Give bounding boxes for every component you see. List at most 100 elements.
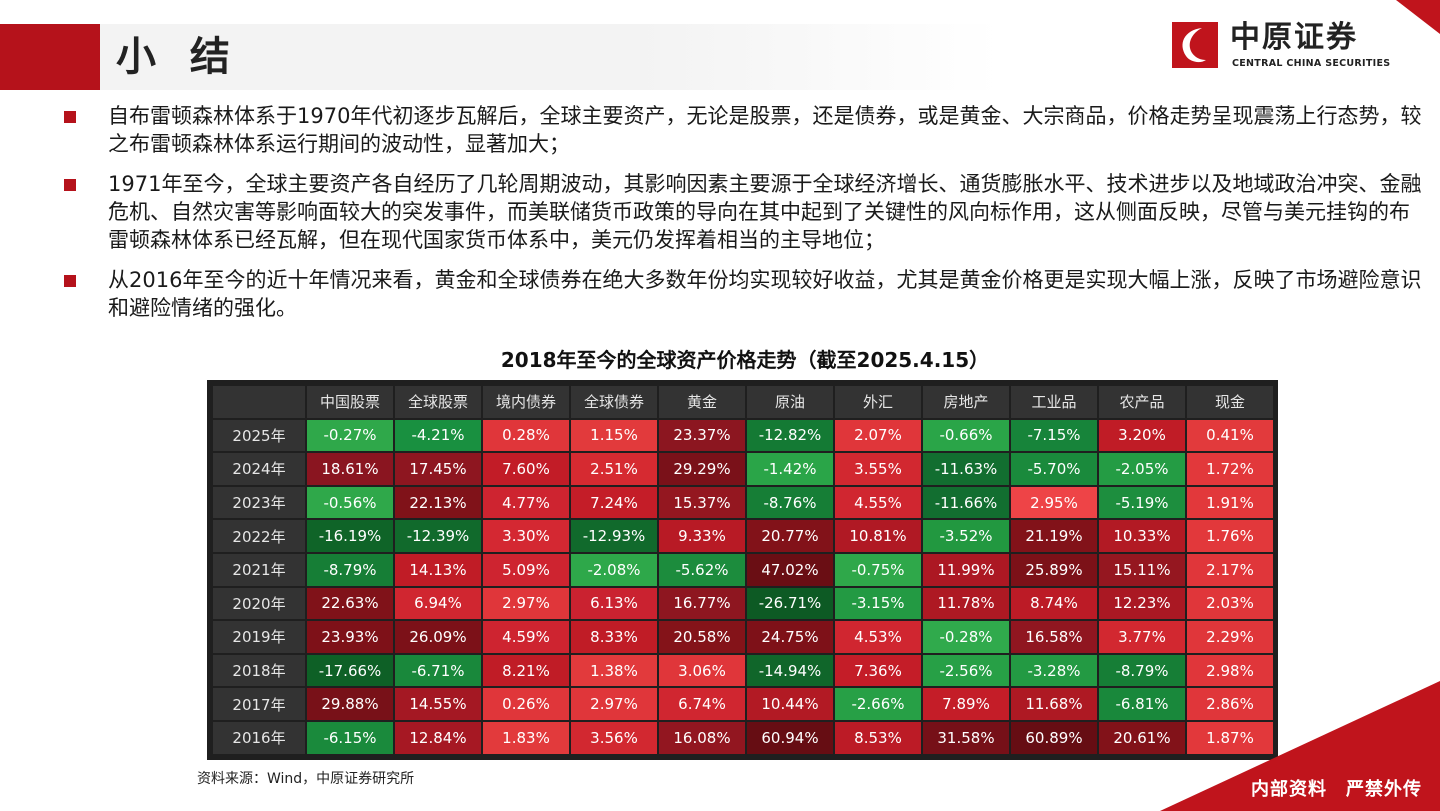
table-cell: 12.23% [1099,587,1185,620]
confidential-footer: 内部资料 严禁外传 [1251,779,1422,800]
table-cell: 1.15% [571,419,657,452]
table-cell: -3.15% [835,587,921,620]
table-cell: 22.13% [395,486,481,519]
row-year-label: 2022年 [213,520,305,552]
bullet-text: 1971年至今，全球主要资产各自经历了几轮周期波动，其影响因素主要源于全球经济增… [108,172,1422,252]
table-cell: -5.62% [659,553,745,586]
table-cell: -8.79% [307,553,393,586]
table-cell: -5.19% [1099,486,1185,519]
bullet-item: 自布雷顿森林体系于1970年代初逐步瓦解后，全球主要资产，无论是股票，还是债券，… [62,102,1422,158]
column-header: 工业品 [1011,386,1097,418]
table-cell: 23.93% [307,621,393,653]
table-cell: -26.71% [747,587,833,620]
table-cell: 3.20% [1099,419,1185,452]
table-cell: 7.24% [571,486,657,519]
row-year-label: 2024年 [213,453,305,485]
table-cell: -16.19% [307,520,393,552]
row-year-label: 2020年 [213,587,305,620]
table-cell: 20.58% [659,621,745,653]
table-cell: 3.30% [483,520,569,552]
bullet-text: 自布雷顿森林体系于1970年代初逐步瓦解后，全球主要资产，无论是股票，还是债券，… [108,104,1422,156]
table-cell: -0.66% [923,419,1009,452]
table-cell: -12.93% [571,520,657,552]
table-cell: 7.89% [923,688,1009,720]
table-row: 2021年 -8.79% 14.13% 5.09% -2.08% -5.62% 47.02%… [213,553,1273,586]
table-cell: 0.26% [483,688,569,720]
table-row: 2024年 18.61% 17.45% 7.60% 2.51% 29.29% -1.42% 3… [213,453,1273,485]
table-cell: 7.60% [483,453,569,485]
table-row: 2017年 29.88% 14.55% 0.26% 2.97% 6.74% 10.44% -2… [213,688,1273,720]
row-year-label: 2025年 [213,419,305,452]
title-accent-bar [0,24,100,90]
logo-mark-icon [1172,22,1218,68]
table-row: 2025年 -0.27% -4.21% 0.28% 1.15% 23.37% -12.82%… [213,419,1273,452]
row-year-label: 2023年 [213,486,305,519]
table-cell: 11.99% [923,553,1009,586]
table-cell: -7.15% [1011,419,1097,452]
table-body: 2025年 -0.27% -4.21% 0.28% 1.15% 23.37% -12.82%… [213,419,1273,754]
table-cell: -8.76% [747,486,833,519]
table-cell: 3.55% [835,453,921,485]
row-year-label: 2021年 [213,553,305,586]
table-cell: 0.28% [483,419,569,452]
table-cell: 14.55% [395,688,481,720]
table-cell: 6.74% [659,688,745,720]
table-row: 2023年 -0.56% 22.13% 4.77% 7.24% 15.37% -8.76% 4… [213,486,1273,519]
table-cell: -0.56% [307,486,393,519]
logo-chinese-name: 中原证券 [1230,20,1358,55]
table-cell: 8.21% [483,654,569,687]
table-cell: -1.42% [747,453,833,485]
table-cell: 47.02% [747,553,833,586]
row-year-label: 2019年 [213,621,305,653]
table-cell: 11.68% [1011,688,1097,720]
row-year-label: 2016年 [213,721,305,754]
table-cell: 1.87% [1187,721,1273,754]
asset-returns-table-container: 中国股票 全球股票 境内债券 全球债券 黄金 原油 外汇 房地产 工业品 农产品 现金 2025年 -… [207,380,1278,760]
table-cell: 0.41% [1187,419,1273,452]
table-cell: 18.61% [307,453,393,485]
table-cell: 2.03% [1187,587,1273,620]
bullet-square-icon [64,111,76,123]
corner-decoration-bottom-right [1160,681,1440,811]
column-header: 中国股票 [307,386,393,418]
company-logo: 中原证券 CENTRAL CHINA SECURITIES [1172,20,1412,72]
bullet-item: 1971年至今，全球主要资产各自经历了几轮周期波动，其影响因素主要源于全球经济增… [62,170,1422,254]
table-cell: 10.33% [1099,520,1185,552]
table-cell: 2.98% [1187,654,1273,687]
table-cell: -17.66% [307,654,393,687]
table-cell: 12.84% [395,721,481,754]
title-bar [100,24,1000,90]
table-cell: -14.94% [747,654,833,687]
table-cell: -12.39% [395,520,481,552]
table-cell: 6.94% [395,587,481,620]
table-cell: 2.17% [1187,553,1273,586]
table-cell: 22.63% [307,587,393,620]
table-cell: -2.66% [835,688,921,720]
table-cell: -12.82% [747,419,833,452]
table-cell: 5.09% [483,553,569,586]
table-corner-cell [213,386,305,418]
table-cell: 4.59% [483,621,569,653]
column-header: 黄金 [659,386,745,418]
table-cell: -3.52% [923,520,1009,552]
column-header: 现金 [1187,386,1273,418]
table-cell: -8.79% [1099,654,1185,687]
table-cell: -6.81% [1099,688,1185,720]
table-cell: 1.76% [1187,520,1273,552]
table-row: 2022年 -16.19% -12.39% 3.30% -12.93% 9.33% 20.7… [213,520,1273,552]
table-cell: 21.19% [1011,520,1097,552]
column-header: 外汇 [835,386,921,418]
table-cell: 29.88% [307,688,393,720]
table-cell: 15.37% [659,486,745,519]
table-cell: 17.45% [395,453,481,485]
table-cell: -6.71% [395,654,481,687]
table-cell: 2.86% [1187,688,1273,720]
table-cell: -3.28% [1011,654,1097,687]
bullet-item: 从2016年至今的近十年情况来看，黄金和全球债券在绝大多数年份均实现较好收益，尤… [62,266,1422,322]
table-cell: 10.44% [747,688,833,720]
table-cell: -5.70% [1011,453,1097,485]
bullet-square-icon [64,179,76,191]
table-cell: 4.53% [835,621,921,653]
table-cell: 11.78% [923,587,1009,620]
bullet-square-icon [64,275,76,287]
